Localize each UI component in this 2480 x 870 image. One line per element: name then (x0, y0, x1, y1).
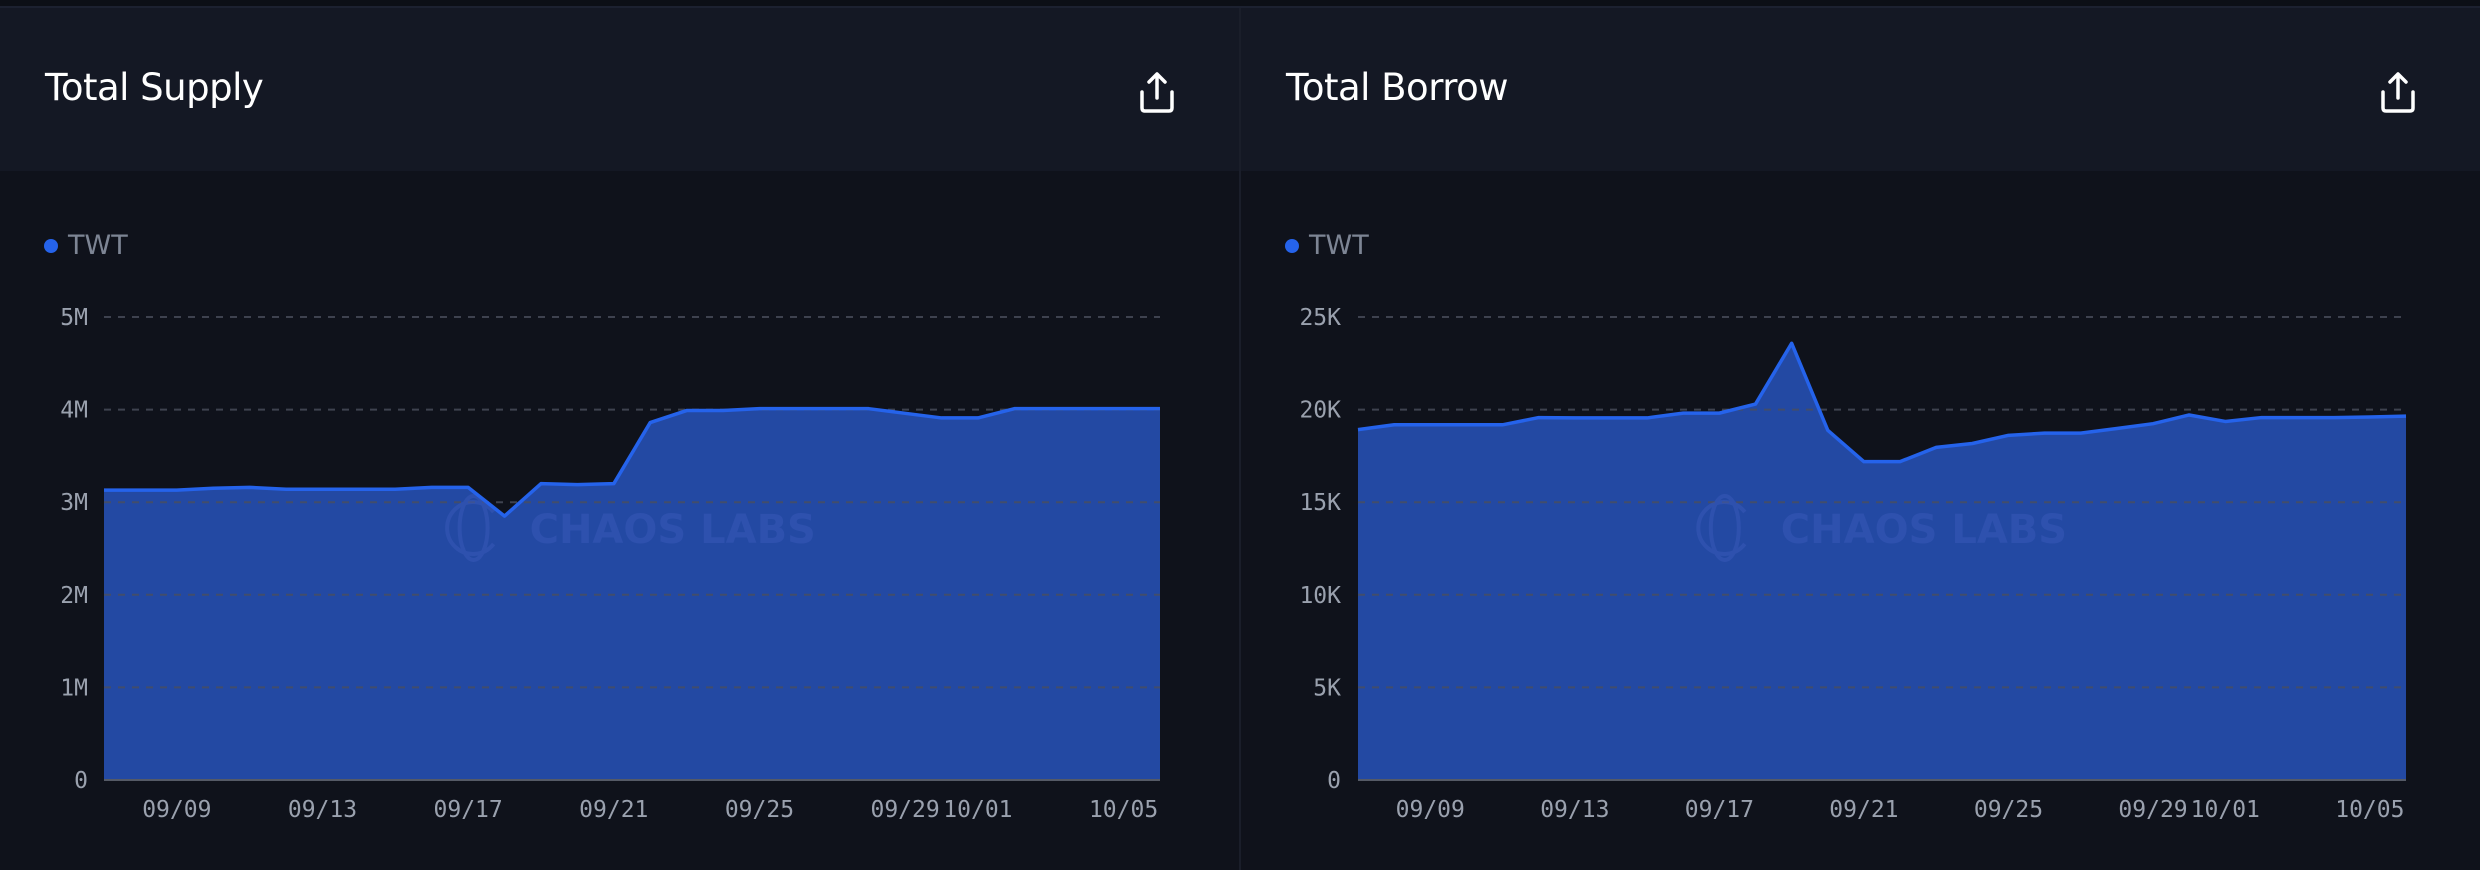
panel-title: Total Supply (45, 66, 264, 109)
x-tick-label: 09/25 (1974, 797, 2043, 823)
logo-arc (1696, 500, 1747, 556)
y-tick-label: 25K (1299, 305, 1341, 331)
chaos-labs-logo-icon (1696, 494, 1747, 562)
y-tick-label: 2M (60, 583, 88, 609)
x-tick-label: 09/09 (1396, 797, 1465, 823)
x-tick-label: 09/13 (288, 797, 357, 823)
x-tick-label: 09/21 (1829, 797, 1898, 823)
total-borrow-panel: Total Borrow TWT 0 5K 10K 15K 20K 25K CHAOS LA… (1241, 8, 2480, 870)
export-icon[interactable] (2378, 70, 2418, 114)
area-fill (1358, 343, 2406, 780)
legend-label: TWT (68, 230, 128, 261)
y-tick-label: 5M (60, 305, 88, 331)
y-tick-label: 0 (1327, 768, 1341, 794)
x-tick-label: 09/17 (1685, 797, 1754, 823)
chart-legend[interactable]: TWT (1285, 230, 1369, 261)
panel-header: Total Supply (0, 8, 1239, 171)
total-supply-panel: Total Supply TWT 0 1M 2M 3M 4M 5M CHAOS LABS 09… (0, 8, 1239, 870)
legend-dot-icon (44, 238, 58, 253)
borrow-chart: 0 5K 10K 15K 20K 25K CHAOS LABS 09/09 09/13 09/17… (1299, 305, 2407, 823)
area-fill (104, 408, 1160, 780)
x-tick-label: 09/29 (2118, 797, 2187, 823)
x-tick-label: 09/13 (1540, 797, 1609, 823)
x-tick-label: 10/01 (2191, 797, 2260, 823)
x-tick-label: 10/05 (2335, 797, 2404, 823)
logo-arc (445, 500, 496, 556)
supply-chart: 0 1M 2M 3M 4M 5M CHAOS LABS 09/09 09/13 09/17 09/2… (60, 305, 1160, 823)
x-tick-label: 09/25 (725, 797, 794, 823)
y-tick-label: 0 (74, 768, 88, 794)
logo-ring (457, 494, 490, 562)
series-line (1357, 341, 2407, 464)
x-tick-label: 10/05 (1089, 797, 1158, 823)
y-tick-label: 4M (60, 398, 88, 424)
legend-label: TWT (1309, 230, 1369, 261)
top-border (0, 0, 2480, 8)
panel-divider (1239, 8, 1241, 870)
panel-title: Total Borrow (1286, 66, 1509, 109)
y-tick-label: 10K (1299, 583, 1341, 609)
chaos-labs-logo-icon (445, 494, 496, 562)
y-tick-label: 5K (1313, 675, 1341, 701)
export-icon[interactable] (1137, 70, 1177, 114)
series-line (104, 406, 1160, 518)
y-tick-label: 1M (60, 675, 88, 701)
legend-dot-icon (1285, 238, 1299, 253)
y-tick-label: 20K (1299, 398, 1341, 424)
watermark-text: CHAOS LABS (1781, 507, 2067, 553)
x-tick-label: 10/01 (943, 797, 1012, 823)
watermark-text: CHAOS LABS (530, 507, 816, 553)
y-tick-label: 3M (60, 490, 88, 516)
x-tick-label: 09/09 (142, 797, 211, 823)
logo-ring (1708, 494, 1741, 562)
x-tick-label: 09/29 (870, 797, 939, 823)
x-tick-label: 09/21 (579, 797, 648, 823)
chart-legend[interactable]: TWT (44, 230, 128, 261)
y-tick-label: 15K (1299, 490, 1341, 516)
panel-header: Total Borrow (1241, 8, 2480, 171)
x-tick-label: 09/17 (434, 797, 503, 823)
